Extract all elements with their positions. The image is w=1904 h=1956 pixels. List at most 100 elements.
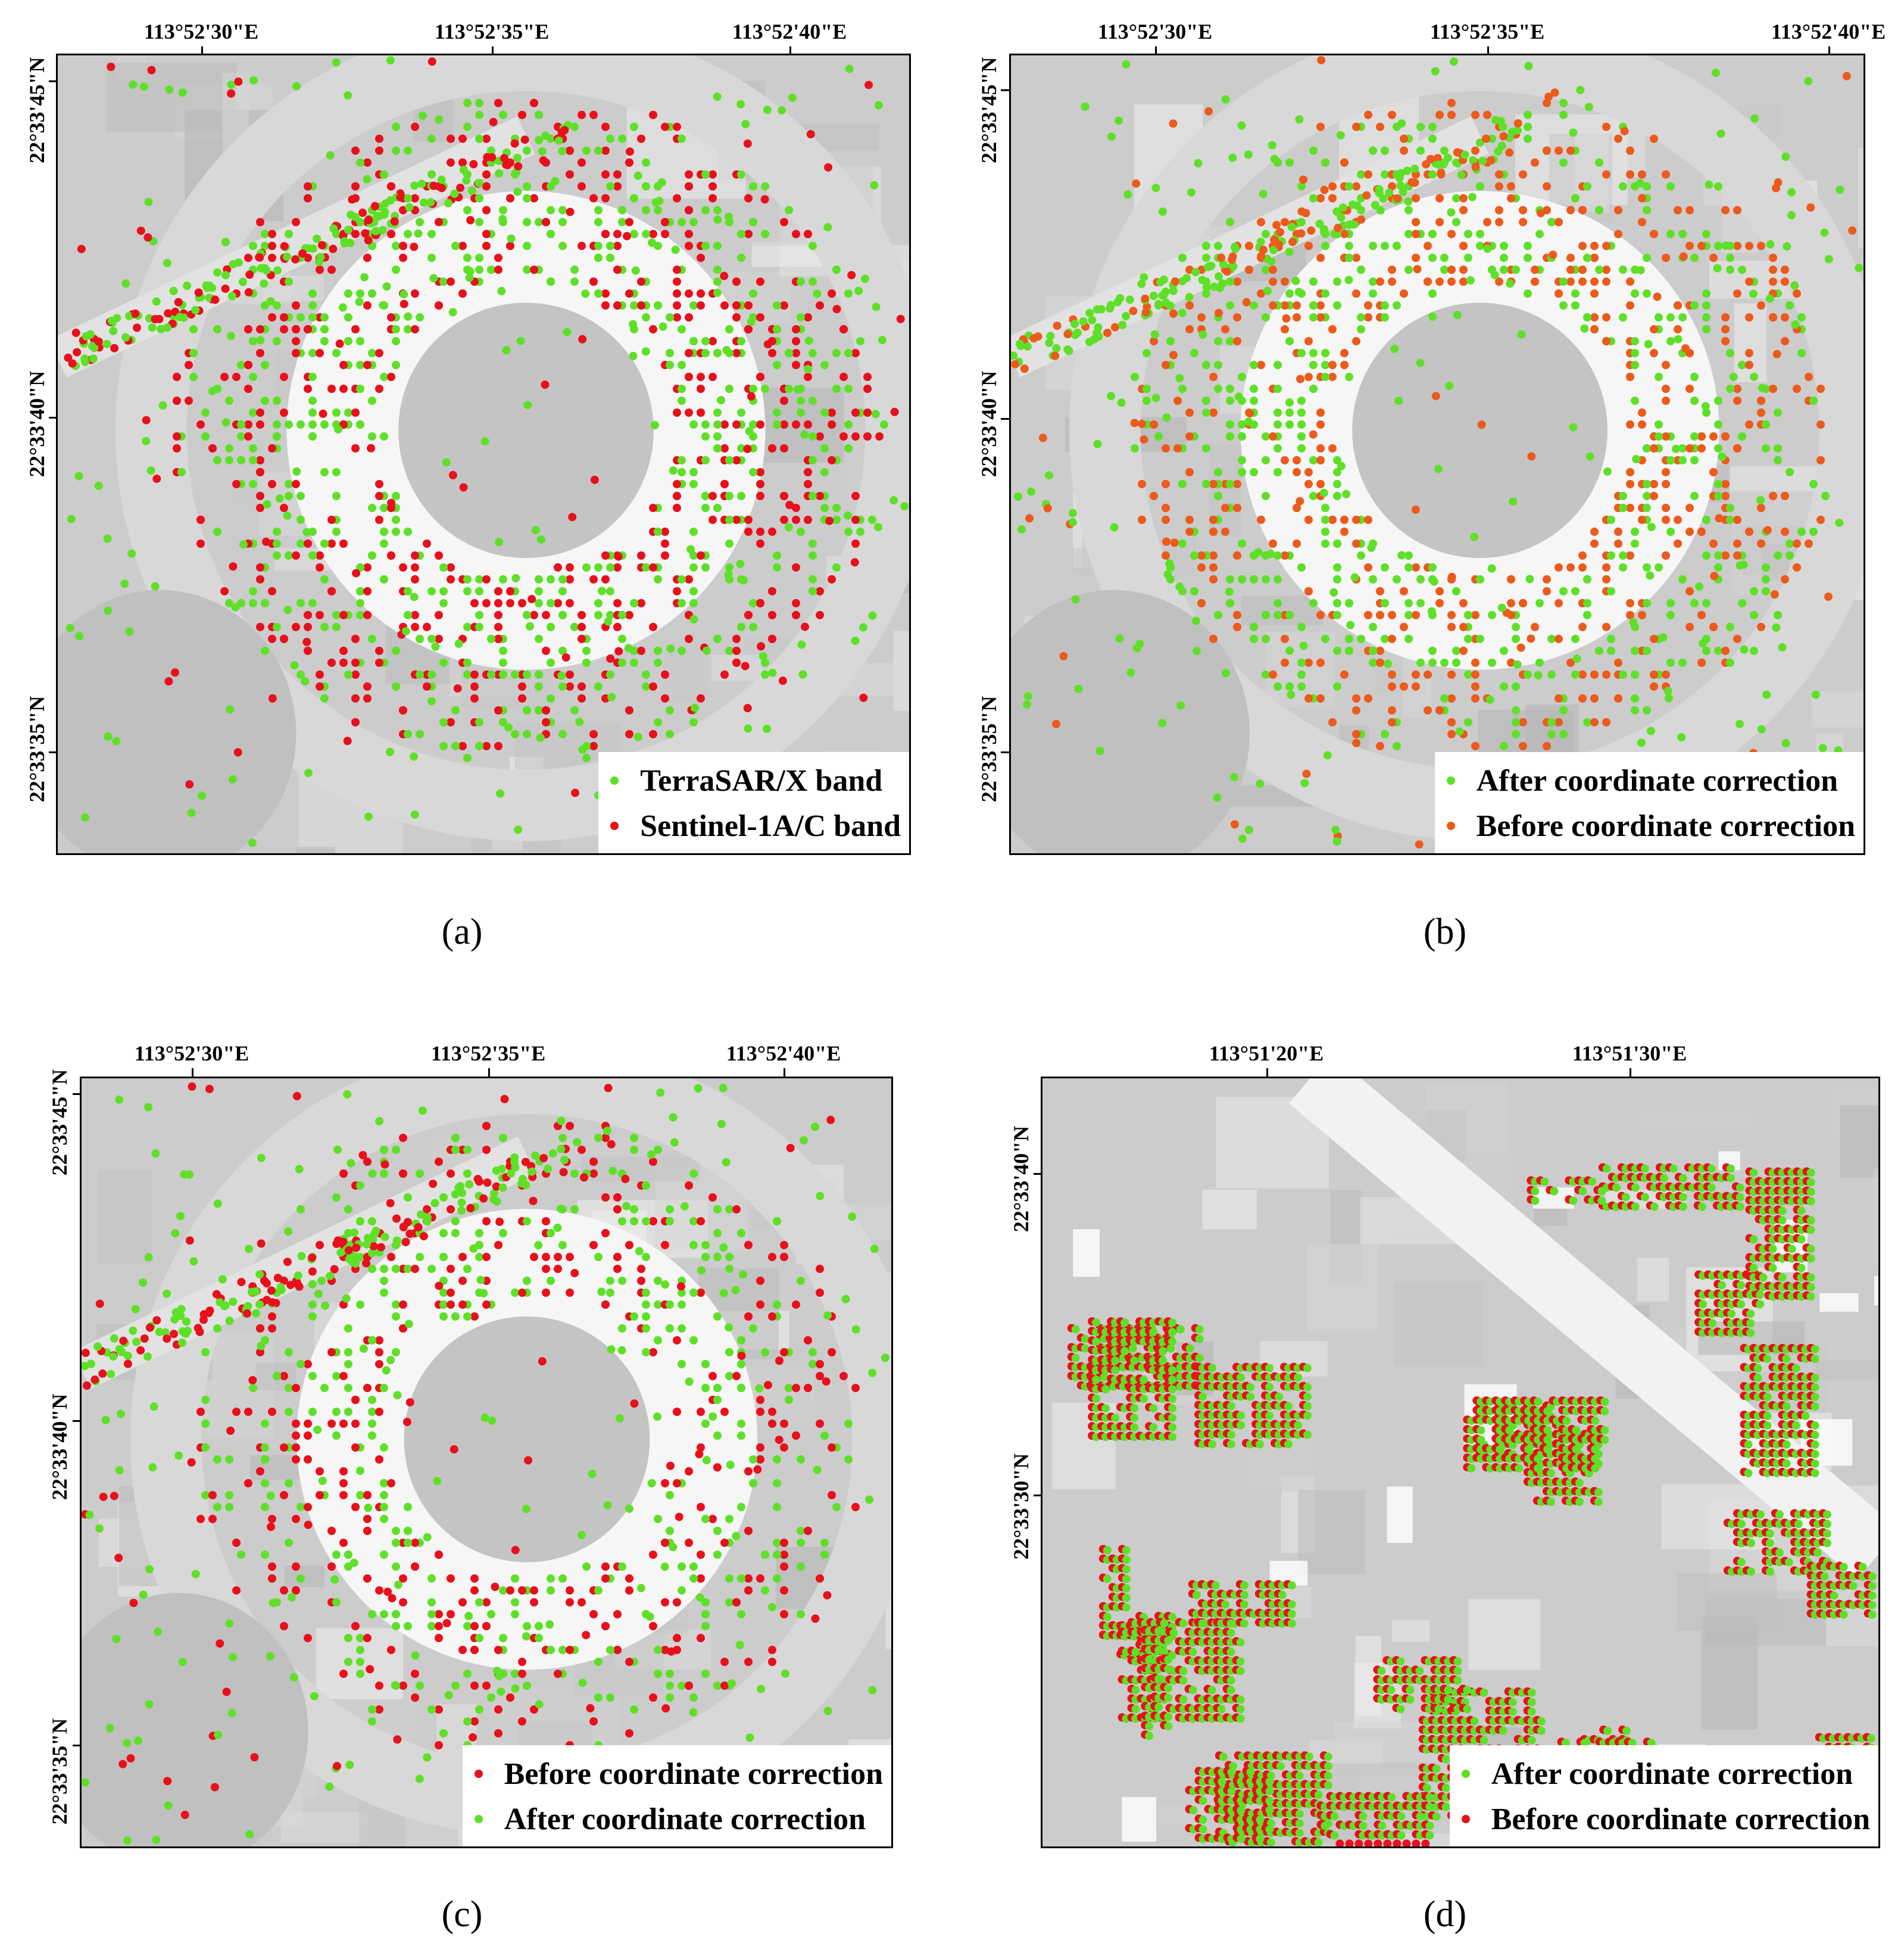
scatter-point — [1388, 182, 1396, 191]
scatter-point — [1737, 1300, 1746, 1309]
scatter-point — [741, 662, 750, 670]
scatter-point — [489, 1195, 498, 1204]
scatter-point — [112, 737, 121, 745]
scatter-point — [439, 1289, 448, 1297]
scatter-point — [402, 1418, 411, 1427]
scatter-point — [249, 408, 257, 417]
scatter-point — [737, 1431, 745, 1440]
scatter-point — [1513, 119, 1522, 128]
scatter-point — [129, 1326, 138, 1335]
scatter-point — [1309, 385, 1318, 393]
scatter-point — [164, 677, 173, 686]
scatter-point — [387, 313, 395, 322]
scatter-point — [1316, 301, 1325, 310]
scatter-point — [380, 575, 388, 584]
scatter-point — [558, 730, 567, 738]
scatter-point — [411, 1562, 419, 1571]
scatter-point — [773, 420, 781, 429]
scatter-point — [1774, 551, 1782, 560]
scatter-point — [171, 1229, 180, 1238]
scatter-point — [701, 432, 710, 441]
scatter-point — [1763, 526, 1772, 535]
scatter-point — [347, 1159, 355, 1168]
panel-a: 113°52'30"E 113°52'35"E 113°52'40"E 22°3… — [0, 0, 952, 977]
scatter-point — [507, 1169, 516, 1178]
scatter-point — [1571, 670, 1580, 679]
scatter-point — [1733, 539, 1741, 548]
scatter-point — [1214, 361, 1222, 369]
scatter-point — [364, 1503, 373, 1512]
scatter-point — [542, 1253, 550, 1261]
scatter-point — [1297, 182, 1306, 191]
scatter-point — [1549, 250, 1557, 259]
scatter-point — [1125, 295, 1134, 304]
scatter-point — [363, 361, 372, 369]
scatter-point — [792, 599, 800, 607]
scatter-point — [1626, 301, 1634, 310]
scatter-point — [196, 1515, 205, 1523]
scatter-point — [1274, 611, 1282, 619]
scatter-point — [749, 468, 757, 476]
scatter-point — [1193, 647, 1201, 656]
scatter-point — [756, 1300, 764, 1309]
scatter-point — [261, 230, 269, 238]
scatter-point — [566, 1598, 574, 1606]
scatter-point — [1745, 349, 1753, 357]
scatter-point — [380, 432, 388, 441]
scatter-point — [368, 1265, 376, 1273]
scatter-point — [494, 587, 502, 595]
scatter-point — [1357, 635, 1365, 643]
scatter-point — [195, 1327, 204, 1336]
scatter-point — [1296, 375, 1304, 383]
scatter-point — [670, 1138, 679, 1147]
scatter-point — [820, 408, 829, 417]
scatter-point — [1345, 599, 1353, 607]
scatter-point — [1578, 242, 1587, 250]
scatter-point — [216, 1639, 224, 1648]
scatter-point — [844, 444, 853, 453]
scatter-point — [379, 301, 388, 310]
scatter-point — [1198, 276, 1207, 285]
scatter-point — [308, 408, 317, 417]
scatter-point — [261, 1551, 269, 1559]
scatter-point — [1756, 1290, 1765, 1299]
scatter-point — [1169, 309, 1178, 318]
lon-tick — [492, 46, 494, 56]
scatter-point — [1524, 62, 1533, 70]
scatter-point — [268, 1312, 276, 1321]
scatter-point — [1337, 213, 1346, 222]
scatter-point — [132, 1337, 141, 1346]
scatter-point — [360, 273, 369, 282]
scatter-point — [221, 418, 230, 427]
scatter-point — [1555, 289, 1563, 298]
lat-tick — [73, 1093, 82, 1095]
scatter-point — [332, 58, 341, 67]
scatter-point — [1580, 324, 1589, 333]
scatter-point — [594, 1253, 603, 1261]
scatter-point — [739, 1270, 747, 1279]
legend-label: After coordinate correction — [1476, 763, 1839, 798]
scatter-point — [589, 742, 598, 750]
scatter-point — [1643, 599, 1651, 607]
scatter-point — [416, 635, 424, 643]
scatter-point — [1674, 539, 1682, 548]
scatter-point — [404, 1503, 412, 1511]
scatter-point — [607, 1140, 616, 1149]
scatter-point — [451, 1146, 460, 1154]
scatter-point — [129, 80, 138, 89]
scatter-point — [642, 1312, 650, 1321]
scatter-point — [1262, 670, 1270, 679]
scatter-point — [518, 1175, 527, 1184]
scatter-point — [851, 1503, 860, 1511]
scatter-point — [1781, 313, 1789, 322]
scatter-point — [570, 623, 579, 631]
scatter-point — [1285, 158, 1294, 167]
scatter-point — [1321, 635, 1329, 643]
scatter-point — [542, 647, 550, 655]
scatter-point — [775, 1356, 784, 1365]
scatter-point — [530, 1705, 538, 1714]
scatter-point — [1766, 240, 1775, 249]
scatter-point — [1745, 277, 1753, 286]
scatter-point — [521, 1158, 530, 1166]
scatter-point — [1300, 779, 1309, 788]
